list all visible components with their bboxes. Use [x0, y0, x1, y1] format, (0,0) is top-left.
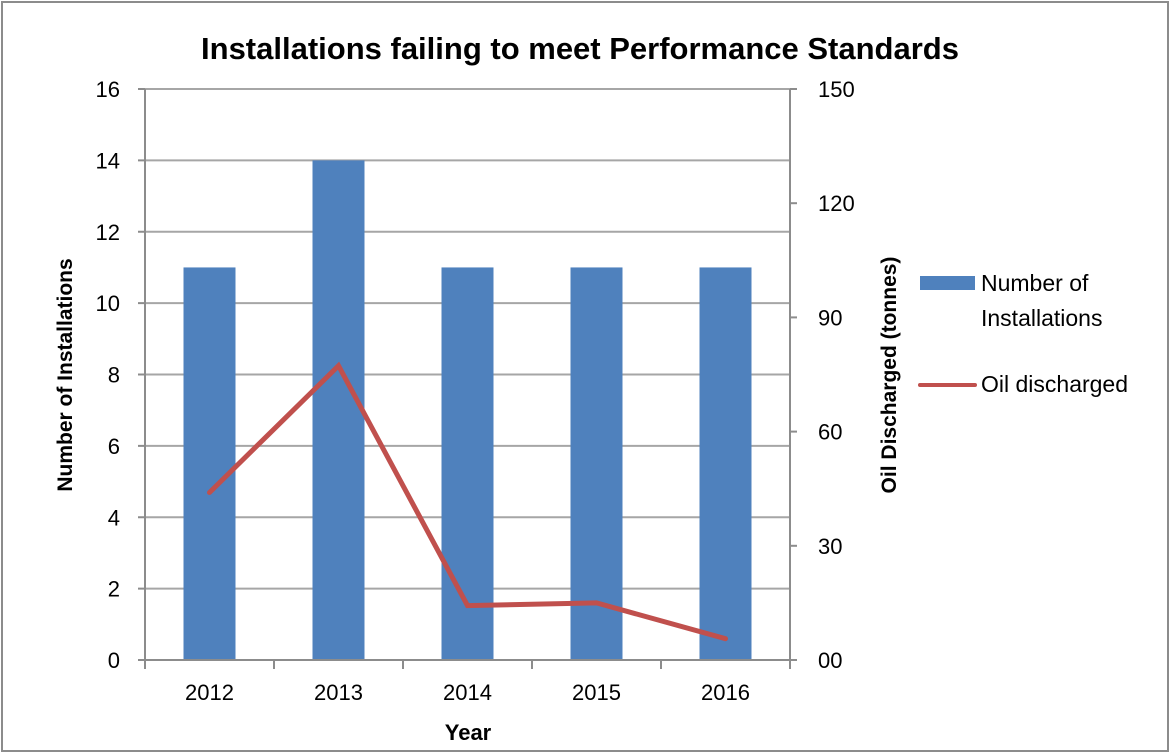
y-tick-label: 12 [96, 220, 120, 245]
y-axis-label: Number of Installations [54, 258, 77, 491]
legend-label-line: Oil discharged [981, 371, 1128, 397]
y-tick-label: 2 [108, 577, 120, 602]
bar-2012 [183, 267, 236, 660]
x-tick-label: 2016 [701, 680, 750, 705]
y-tick-label: 4 [108, 505, 120, 530]
y2-tick-label: 60 [818, 420, 842, 445]
bar-2013 [312, 160, 365, 660]
bar-2014 [441, 267, 494, 660]
y-tick-label: 16 [96, 77, 120, 102]
y2-tick-label: 00 [818, 648, 842, 673]
y2-tick-label: 120 [818, 191, 855, 216]
y-tick-label: 14 [96, 148, 120, 173]
y2-tick-label: 30 [818, 534, 842, 559]
bar-2016 [699, 267, 752, 660]
x-tick-label: 2014 [443, 680, 492, 705]
y-tick-label: 8 [108, 363, 120, 388]
x-tick-label: 2015 [572, 680, 621, 705]
y2-tick-label: 150 [818, 77, 855, 102]
chart-title: Installations failing to meet Performanc… [201, 31, 959, 66]
legend-swatch-bars [920, 276, 975, 290]
y2-tick-label: 90 [818, 305, 842, 330]
y2-axis-label: Oil Discharged (tonnes) [878, 257, 901, 494]
y-tick-label: 6 [108, 434, 120, 459]
bar-2015 [570, 267, 623, 660]
y-tick-label: 10 [96, 291, 120, 316]
legend-label-bars-1: Number of [981, 270, 1089, 296]
x-tick-label: 2013 [314, 680, 363, 705]
legend-label-bars-2: Installations [981, 305, 1102, 331]
y-tick-label: 0 [108, 648, 120, 673]
x-tick-label: 2012 [185, 680, 234, 705]
x-axis-label: Year [445, 720, 492, 745]
legend: Number of Installations Oil discharged [918, 270, 1128, 397]
